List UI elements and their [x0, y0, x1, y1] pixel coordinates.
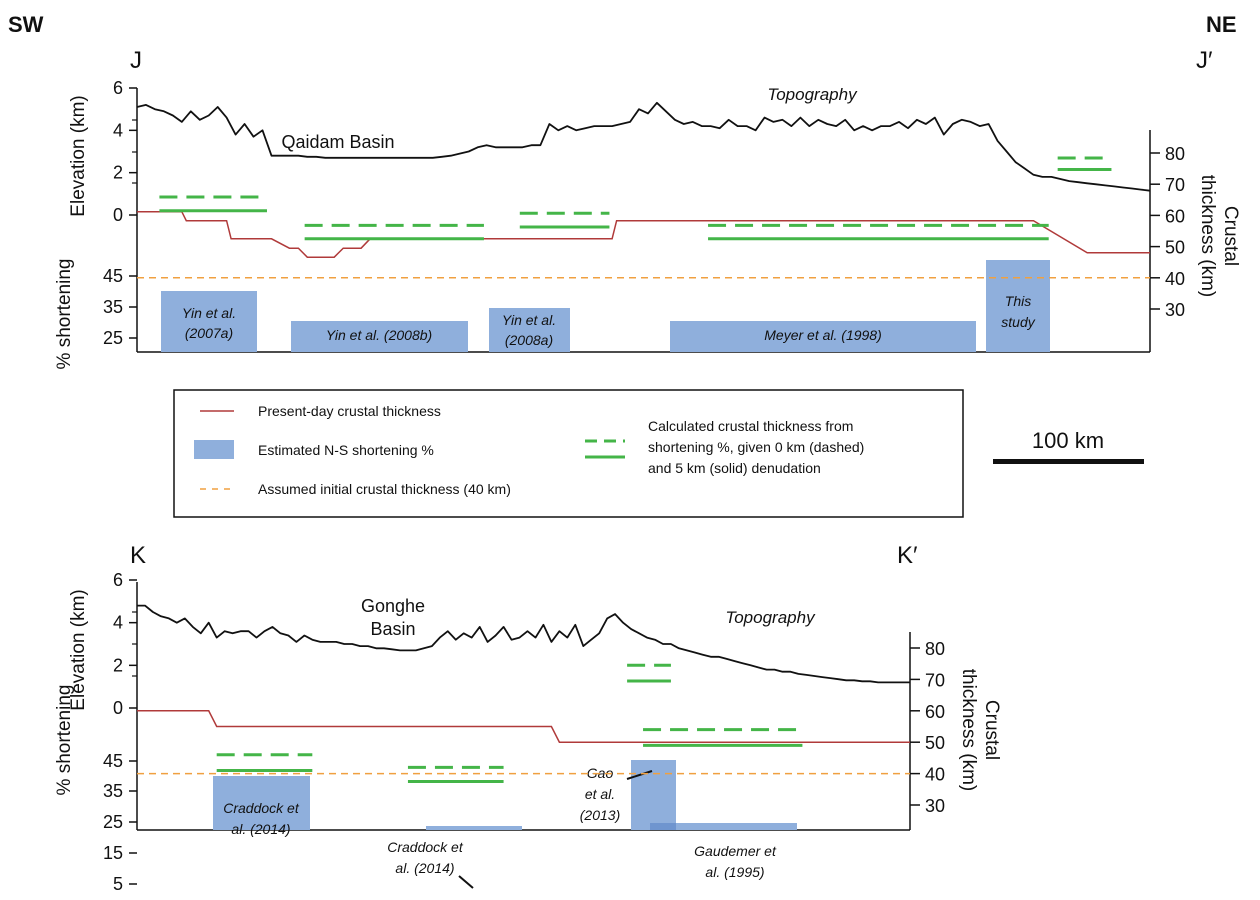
legend-calc-label-line3: and 5 km (solid) denudation	[648, 460, 821, 476]
thickness-axis-label-j-line2: thickness (km)	[1197, 175, 1218, 297]
shortening-tick-label: 15	[103, 843, 123, 863]
thickness-tick-label: 30	[925, 796, 945, 816]
section-k-end: K′	[897, 542, 918, 569]
legend-box	[173, 389, 964, 518]
shortening-bar	[426, 826, 522, 830]
legend-calc-label-line2: shortening %, given 0 km (dashed)	[648, 439, 864, 455]
topography-label-j: Topography	[767, 85, 858, 104]
elevation-tick-label: 0	[113, 205, 123, 225]
corner-ne-label: NE	[1206, 12, 1237, 37]
shortening-bar-label: Meyer et al. (1998)	[764, 327, 882, 343]
shortening-bar-label: Craddock et	[387, 839, 464, 855]
shortening-tick-label: 35	[103, 781, 123, 801]
corner-sw-label: SW	[8, 12, 44, 37]
thickness-tick-label: 80	[925, 639, 945, 659]
legend-calc-label-line1: Calculated crustal thickness from	[648, 418, 853, 434]
shortening-bar-label: (2013)	[580, 807, 620, 823]
label-leader-line	[458, 875, 474, 889]
shortening-bar-label: Yin et al.	[502, 312, 556, 328]
thickness-tick-label: 40	[925, 765, 945, 785]
section-k-start: K	[130, 542, 146, 569]
scale-bar-label: 100 km	[1032, 428, 1104, 453]
thickness-tick-label: 60	[925, 702, 945, 722]
topography-line	[136, 101, 1151, 192]
present-thickness-line	[137, 710, 910, 743]
topography-label-k: Topography	[725, 608, 816, 627]
shortening-bar-label: Gaudemer et	[694, 843, 777, 859]
shortening-bar	[161, 291, 257, 352]
elevation-tick-label: 0	[113, 698, 123, 718]
shortening-bar-label: Yin et al.	[182, 305, 236, 321]
label-leader-line	[626, 770, 653, 780]
shortening-bar	[670, 321, 976, 352]
shortening-bar-label: (2008a)	[505, 332, 553, 348]
thickness-tick-label: 30	[1165, 300, 1185, 320]
thickness-tick-label: 40	[1165, 269, 1185, 289]
elevation-tick-label: 2	[113, 163, 123, 183]
scale-bar	[993, 459, 1144, 464]
elevation-tick-label: 6	[113, 78, 123, 98]
shortening-bar-label: et al.	[585, 786, 615, 802]
shortening-axis-label-k: % shortening	[54, 685, 75, 796]
thickness-tick-label: 50	[1165, 238, 1185, 258]
shortening-bar-overlap	[650, 823, 676, 830]
shortening-tick-label: 25	[103, 812, 123, 832]
thickness-tick-label: 70	[925, 670, 945, 690]
thickness-axis-label-k-line2: thickness (km)	[958, 669, 979, 791]
elevation-axis-label-j: Elevation (km)	[68, 95, 89, 216]
shortening-bar	[291, 321, 468, 352]
shortening-bar	[650, 823, 797, 830]
shortening-bar-label: al. (2014)	[231, 821, 290, 837]
topography-line	[137, 604, 910, 684]
panel-j: J J′ 6 4 2 0 45 35 25 80 70 60 50 40 30 Elevation (k…	[54, 47, 1241, 369]
legend-bar-swatch	[194, 440, 234, 459]
thickness-axis-label-k-line1: Crustal	[981, 700, 1002, 760]
elevation-tick-label: 2	[113, 655, 123, 675]
shortening-bar-label: al. (1995)	[705, 864, 764, 880]
thickness-axis-label-j-line1: Crustal	[1220, 206, 1241, 266]
elevation-tick-label: 4	[113, 120, 123, 140]
present-thickness-line	[137, 210, 1150, 258]
shortening-tick-label: 35	[103, 297, 123, 317]
shortening-bar-label: study	[1001, 314, 1035, 330]
shortening-bar-label: This	[1005, 293, 1031, 309]
elevation-tick-label: 4	[113, 613, 123, 633]
shortening-bar-label: al. (2014)	[395, 860, 454, 876]
shortening-bar	[631, 760, 676, 830]
shortening-tick-label: 45	[103, 751, 123, 771]
legend: Present-day crustal thickness Estimated …	[173, 389, 964, 518]
section-j-end: J′	[1196, 47, 1213, 74]
shortening-tick-label: 45	[103, 266, 123, 286]
shortening-bar	[986, 260, 1050, 352]
shortening-bar-label: Yin et al. (2008b)	[326, 327, 432, 343]
shortening-bar	[213, 776, 310, 830]
thickness-tick-label: 80	[1165, 144, 1185, 164]
shortening-bar-label: Craddock et	[223, 800, 300, 816]
shortening-bar-label: (2007a)	[185, 325, 233, 341]
legend-present-label: Present-day crustal thickness	[258, 403, 441, 419]
basin-label-k-line1: Gonghe	[361, 596, 425, 616]
elevation-axis-label-k: Elevation (km)	[68, 589, 89, 710]
shortening-tick-label: 25	[103, 328, 123, 348]
section-j-start: J	[130, 47, 142, 74]
basin-label-k-line2: Basin	[370, 619, 415, 639]
thickness-tick-label: 60	[1165, 206, 1185, 226]
thickness-tick-label: 50	[925, 733, 945, 753]
legend-bar-label: Estimated N-S shortening %	[258, 442, 434, 458]
shortening-bar-label: Gao	[587, 765, 614, 781]
basin-label-j: Qaidam Basin	[281, 132, 394, 152]
elevation-tick-label: 6	[113, 570, 123, 590]
shortening-axis-label-j: % shortening	[54, 259, 75, 370]
panel-k: K K′ 6 4 2 0 45 35 25 15 5 80 70 60 50 40 30 Elevation…	[54, 542, 1002, 894]
shortening-bar	[489, 308, 570, 352]
legend-initial-label: Assumed initial crustal thickness (40 km…	[258, 481, 511, 497]
thickness-tick-label: 70	[1165, 175, 1185, 195]
shortening-tick-label: 5	[113, 874, 123, 894]
